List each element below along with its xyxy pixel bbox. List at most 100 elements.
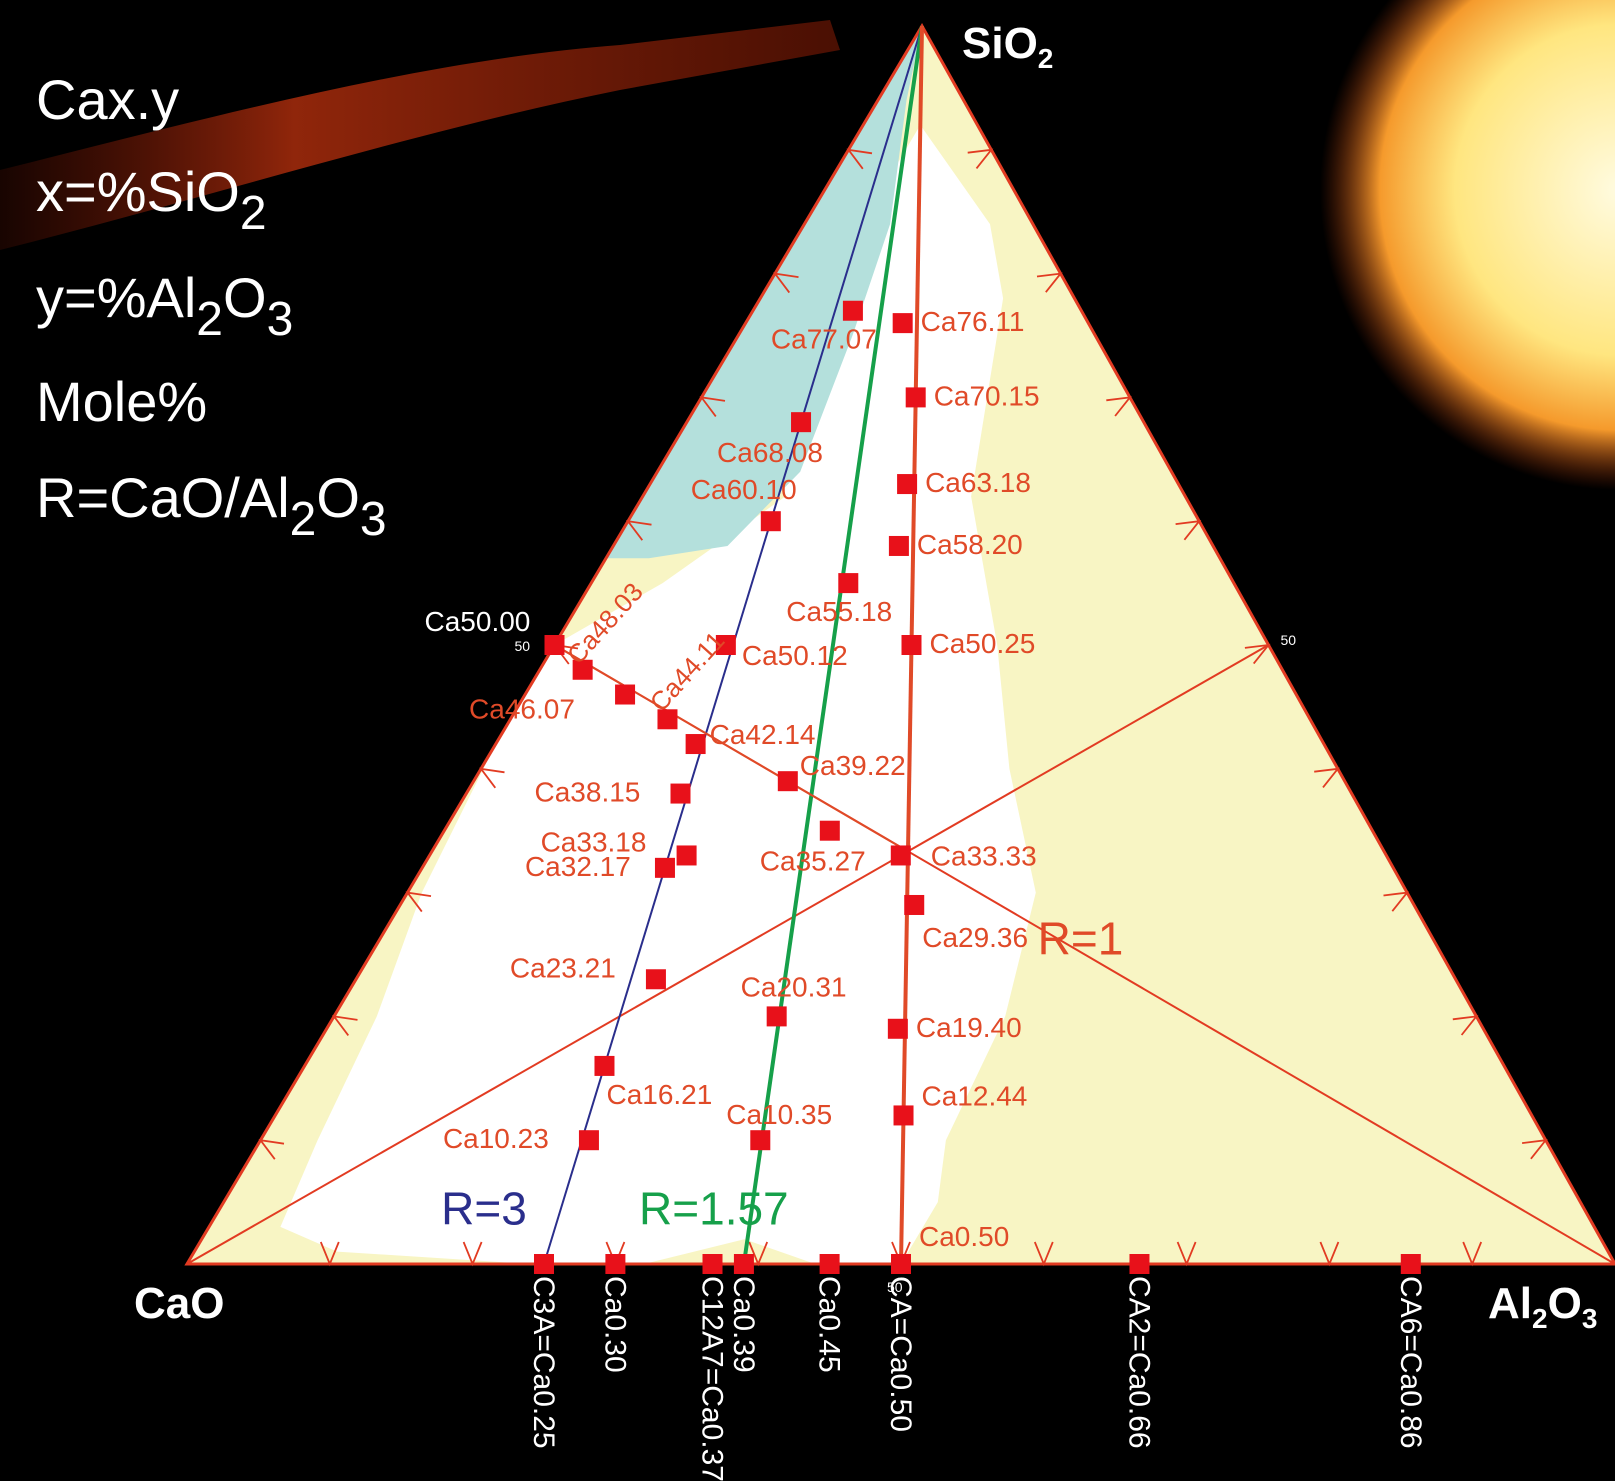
label-Ca46.07: Ca46.07 xyxy=(469,694,575,725)
marker-Ca76.11 xyxy=(892,313,913,334)
label-Ca10.23: Ca10.23 xyxy=(443,1123,549,1154)
label-Ca29.36: Ca29.36 xyxy=(922,922,1028,953)
right-edge-tick xyxy=(1175,520,1202,541)
label-Ca12.44: Ca12.44 xyxy=(922,1080,1028,1111)
label-Ca70.15: Ca70.15 xyxy=(934,380,1040,411)
label-Ca20.31: Ca20.31 xyxy=(741,971,847,1002)
base-label-C12A7=Ca0.37: C12A7=Ca0.37 xyxy=(696,1276,729,1481)
legend-line-2: x=%SiO2 xyxy=(36,160,267,240)
label-Ca10.35: Ca10.35 xyxy=(726,1099,832,1130)
base-edge-tick xyxy=(748,1241,769,1267)
marker-Ca23.21 xyxy=(645,969,666,990)
marker-C12A7=Ca0.37 xyxy=(702,1254,723,1274)
label-Ca38.15: Ca38.15 xyxy=(535,777,641,808)
label-Ca39.22: Ca39.22 xyxy=(800,750,906,781)
marker-Ca46.07 xyxy=(615,684,636,705)
label-Ca58.20: Ca58.20 xyxy=(917,529,1023,560)
sio2-50-line xyxy=(553,644,909,853)
right-edge-tick xyxy=(1521,1139,1548,1160)
left-edge-tick xyxy=(772,272,799,294)
label-Ca55.18: Ca55.18 xyxy=(786,596,892,627)
marker-Ca42.14 xyxy=(685,734,706,755)
left-edge-tick xyxy=(625,519,652,541)
label-Ca76.11: Ca76.11 xyxy=(921,306,1025,337)
marker-Ca29.36 xyxy=(904,894,925,915)
glow-decoration xyxy=(1320,0,1615,490)
marker-Ca63.18 xyxy=(897,474,918,495)
label-Ca60.10: Ca60.10 xyxy=(691,474,797,505)
base-label-Ca0.30: Ca0.30 xyxy=(598,1276,631,1373)
label-Ca33.18: Ca33.18 xyxy=(541,826,647,857)
marker-Ca10.35 xyxy=(750,1130,771,1151)
base-edge-tick xyxy=(319,1241,340,1267)
left-edge-tick xyxy=(405,891,432,913)
marker-Ca19.40 xyxy=(887,1018,908,1039)
base-label-CA6=Ca0.86: CA6=Ca0.86 xyxy=(1394,1276,1427,1449)
marker-Ca70.15 xyxy=(905,387,926,408)
base-edge-tick xyxy=(462,1241,483,1267)
marker-Ca77.07 xyxy=(842,300,863,321)
marker-Ca39.22 xyxy=(777,771,798,792)
right-edge-tick xyxy=(1036,272,1063,293)
marker-Ca32.17 xyxy=(654,857,675,878)
red-streak-decoration xyxy=(0,20,840,250)
label-Ca77.07: Ca77.07 xyxy=(771,324,877,355)
base-label-C3A=Ca0.25: C3A=Ca0.25 xyxy=(527,1276,560,1449)
median-line-1 xyxy=(186,644,1269,1265)
marker-Ca0.39 xyxy=(733,1254,754,1274)
legend-line-5: R=CaO/Al2O3 xyxy=(36,466,387,546)
right-edge-tick xyxy=(1314,767,1340,788)
marker-Ca50.12 xyxy=(715,635,736,655)
right-edge-tick xyxy=(1106,396,1132,417)
marker-CA2=Ca0.66 xyxy=(1129,1254,1150,1274)
vertex-sio2-label: SiO2 xyxy=(962,19,1053,74)
right-edge-tick xyxy=(1244,643,1271,665)
label-Ca68.08: Ca68.08 xyxy=(717,437,823,468)
label-Ca33.33: Ca33.33 xyxy=(931,840,1037,871)
marker-Ca60.10 xyxy=(760,511,781,532)
marker-Ca0.30 xyxy=(605,1254,626,1274)
fifty-mark-2: 50 xyxy=(1281,632,1297,648)
left-edge-tick xyxy=(331,1015,358,1036)
r3-label: R=3 xyxy=(441,1182,527,1234)
marker-Ca35.27 xyxy=(819,820,840,841)
right-edge-tick xyxy=(1452,1015,1479,1036)
marker-C3A=Ca0.25 xyxy=(534,1254,554,1274)
base-edge-tick xyxy=(1319,1241,1340,1267)
marker-Ca16.21 xyxy=(594,1055,615,1076)
marker-Ca33.18 xyxy=(676,845,697,866)
label-Ca50.12: Ca50.12 xyxy=(742,640,848,671)
left-edge-tick xyxy=(846,148,873,170)
marker-Ca10.23 xyxy=(578,1130,599,1151)
label-Ca32.17: Ca32.17 xyxy=(525,851,631,882)
label-Ca19.40: Ca19.40 xyxy=(916,1012,1022,1043)
label-Ca50.25: Ca50.25 xyxy=(930,628,1036,659)
marker-Ca20.31 xyxy=(766,1006,787,1027)
r1-label: R=1 xyxy=(1038,913,1124,965)
marker-Ca38.15 xyxy=(670,783,691,804)
legend-line-3: y=%Al2O3 xyxy=(36,266,294,346)
vertex-al2o3-label: Al2O3 xyxy=(1488,1279,1597,1334)
label-Ca50.00: Ca50.00 xyxy=(425,606,531,637)
base-edge-tick xyxy=(1033,1241,1054,1267)
label-Ca35.27: Ca35.27 xyxy=(760,846,866,877)
fifty-mark-1: 50 xyxy=(515,638,531,654)
marker-Ca44.11 xyxy=(657,709,678,730)
label-Ca42.14: Ca42.14 xyxy=(710,719,816,750)
base-label-CA=Ca0.50: CA=Ca0.50 xyxy=(884,1276,917,1432)
fifty-mark-3: 50 xyxy=(887,1279,903,1295)
marker-Ca12.44 xyxy=(893,1105,914,1126)
glass-forming-region xyxy=(280,125,1036,1264)
marker-Ca33.33 xyxy=(890,845,911,866)
left-edge-tick xyxy=(478,767,505,789)
vertex-cao-label: CaO xyxy=(134,1279,224,1328)
marker-Ca50.25 xyxy=(901,635,922,655)
label-Ca16.21: Ca16.21 xyxy=(606,1079,712,1110)
marker-Ca68.08 xyxy=(791,412,812,433)
base-label-Ca0.45: Ca0.45 xyxy=(813,1276,846,1373)
left-edge-tick xyxy=(699,396,726,417)
marker-Ca48.03 xyxy=(572,659,593,680)
left-edge-tick xyxy=(258,1138,285,1160)
base-label-Ca0.39: Ca0.39 xyxy=(727,1276,760,1373)
